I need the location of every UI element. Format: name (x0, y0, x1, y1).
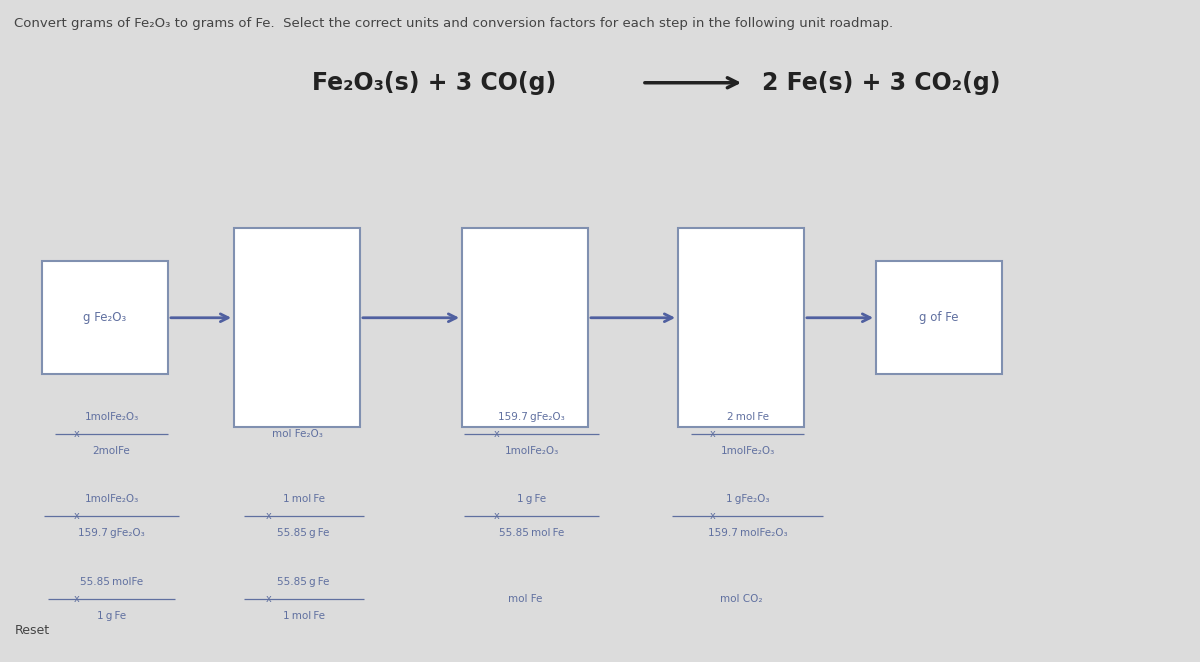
Text: Reset: Reset (14, 624, 49, 637)
Text: 159.7 gFe₂O₃: 159.7 gFe₂O₃ (78, 528, 145, 538)
Text: 55.85 g Fe: 55.85 g Fe (277, 528, 330, 538)
Text: Fe₂O₃(s) + 3 CO(g): Fe₂O₃(s) + 3 CO(g) (312, 71, 557, 95)
Text: 2 Fe(s) + 3 CO₂(g): 2 Fe(s) + 3 CO₂(g) (762, 71, 1001, 95)
Text: 2molFe: 2molFe (92, 446, 131, 455)
Text: x: x (265, 511, 271, 522)
Text: x: x (709, 428, 715, 439)
Text: g of Fe: g of Fe (919, 311, 959, 324)
Text: 1molFe₂O₃: 1molFe₂O₃ (504, 446, 559, 455)
Text: 55.85 g Fe: 55.85 g Fe (277, 577, 330, 587)
Text: 2 mol Fe: 2 mol Fe (727, 412, 769, 422)
Bar (42, 261, 168, 374)
Text: 1 gFe₂O₃: 1 gFe₂O₃ (726, 495, 769, 504)
Text: x: x (265, 594, 271, 604)
Bar (234, 228, 360, 427)
Text: x: x (493, 511, 499, 522)
Text: 159.7 gFe₂O₃: 159.7 gFe₂O₃ (498, 412, 565, 422)
Text: x: x (73, 594, 79, 604)
Text: 159.7 molFe₂O₃: 159.7 molFe₂O₃ (708, 528, 787, 538)
Text: x: x (709, 511, 715, 522)
Text: 1 g Fe: 1 g Fe (517, 495, 546, 504)
Text: mol Fe₂O₃: mol Fe₂O₃ (272, 428, 323, 439)
Text: 55.85 molFe: 55.85 molFe (80, 577, 143, 587)
Text: 1 mol Fe: 1 mol Fe (283, 611, 324, 621)
Text: 1molFe₂O₃: 1molFe₂O₃ (84, 495, 139, 504)
Text: x: x (493, 428, 499, 439)
Text: 1molFe₂O₃: 1molFe₂O₃ (84, 412, 139, 422)
Text: 1 g Fe: 1 g Fe (97, 611, 126, 621)
Text: g Fe₂O₃: g Fe₂O₃ (83, 311, 127, 324)
Text: 55.85 mol Fe: 55.85 mol Fe (499, 528, 564, 538)
Bar (678, 228, 804, 427)
Text: mol Fe: mol Fe (509, 594, 542, 604)
Bar (876, 261, 1002, 374)
Text: mol CO₂: mol CO₂ (720, 594, 763, 604)
Text: x: x (73, 511, 79, 522)
Bar (462, 228, 588, 427)
Text: Convert grams of Fe₂O₃ to grams of Fe.  Select the correct units and conversion : Convert grams of Fe₂O₃ to grams of Fe. S… (14, 17, 894, 30)
Text: x: x (73, 428, 79, 439)
Text: 1 mol Fe: 1 mol Fe (283, 495, 324, 504)
Text: 1molFe₂O₃: 1molFe₂O₃ (720, 446, 775, 455)
